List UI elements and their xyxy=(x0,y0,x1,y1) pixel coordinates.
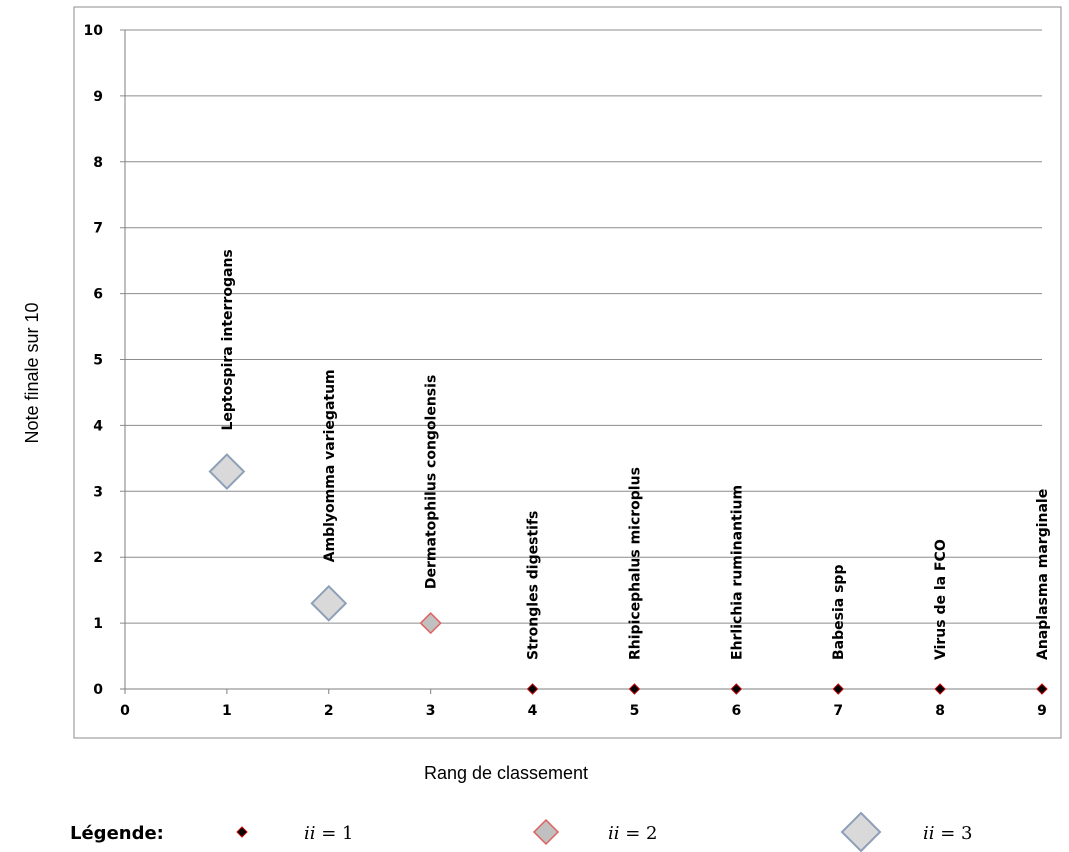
point-label: Virus de la FCO xyxy=(933,539,949,660)
x-tick-label: 8 xyxy=(935,703,945,719)
x-tick-label: 0 xyxy=(120,703,130,719)
legend-marker xyxy=(236,826,248,838)
x-tick-label: 9 xyxy=(1037,703,1047,719)
data-points xyxy=(208,453,1048,695)
data-point xyxy=(310,584,348,622)
point-label: Ehrlichia ruminantium xyxy=(729,485,745,660)
point-label: Dermatophilus congolensis xyxy=(424,375,440,589)
x-tick-label: 6 xyxy=(731,703,741,719)
point-label: Strongles digestifs xyxy=(526,511,542,660)
x-tick-label: 5 xyxy=(630,703,640,719)
legend-marker xyxy=(840,811,882,852)
x-tick-label: 4 xyxy=(528,703,538,719)
gridlines xyxy=(120,29,1042,690)
y-tick-label: 4 xyxy=(93,418,103,434)
data-point xyxy=(628,683,641,695)
data-point xyxy=(1036,683,1048,695)
point-label: Amblyomma variegatum xyxy=(322,369,338,562)
data-point xyxy=(730,683,743,695)
legend-title: Légende: xyxy=(70,823,164,844)
y-axis-title: Note finale sur 10 xyxy=(22,302,42,443)
point-labels: Leptospira interrogans Amblyomma variegat… xyxy=(220,249,1051,660)
point-label: Leptospira interrogans xyxy=(220,249,236,430)
data-point xyxy=(526,683,539,695)
data-point xyxy=(832,683,844,695)
x-tick-label: 7 xyxy=(833,703,843,719)
y-axis-ticks: 0 1 2 3 4 5 6 7 8 9 10 xyxy=(84,23,104,698)
legend-entry-label: ii = 1 xyxy=(304,823,354,844)
y-tick-label: 9 xyxy=(93,89,103,105)
x-tick-label: 3 xyxy=(426,703,436,719)
data-point xyxy=(208,453,246,490)
legend: Légende: ii = 1 ii = 2 ii = 3 xyxy=(70,811,973,852)
legend-entry-label: ii = 3 xyxy=(923,823,973,844)
point-label: Rhipicephalus microplus xyxy=(627,467,643,660)
legend-entry-label: ii = 2 xyxy=(608,823,658,844)
y-tick-label: 0 xyxy=(93,682,103,698)
legend-marker xyxy=(532,818,560,846)
chart-frame xyxy=(73,6,1062,739)
y-tick-label: 6 xyxy=(93,287,103,303)
y-tick-label: 1 xyxy=(93,616,103,632)
point-label: Babesia spp xyxy=(831,565,847,660)
x-axis-title: Rang de classement xyxy=(424,763,588,783)
y-tick-label: 2 xyxy=(93,550,103,566)
point-label: Anaplasma marginale xyxy=(1035,489,1051,660)
x-axis-ticks: 0 1 2 3 4 5 6 7 8 9 xyxy=(120,689,1047,719)
x-tick-label: 1 xyxy=(222,703,232,719)
y-tick-label: 3 xyxy=(93,484,103,500)
x-tick-label: 2 xyxy=(324,703,334,719)
y-tick-label: 5 xyxy=(93,353,103,369)
y-tick-label: 8 xyxy=(93,155,103,171)
y-tick-label: 7 xyxy=(93,221,103,237)
y-tick-label: 10 xyxy=(84,23,104,39)
data-point xyxy=(419,612,442,635)
data-point xyxy=(934,683,946,695)
